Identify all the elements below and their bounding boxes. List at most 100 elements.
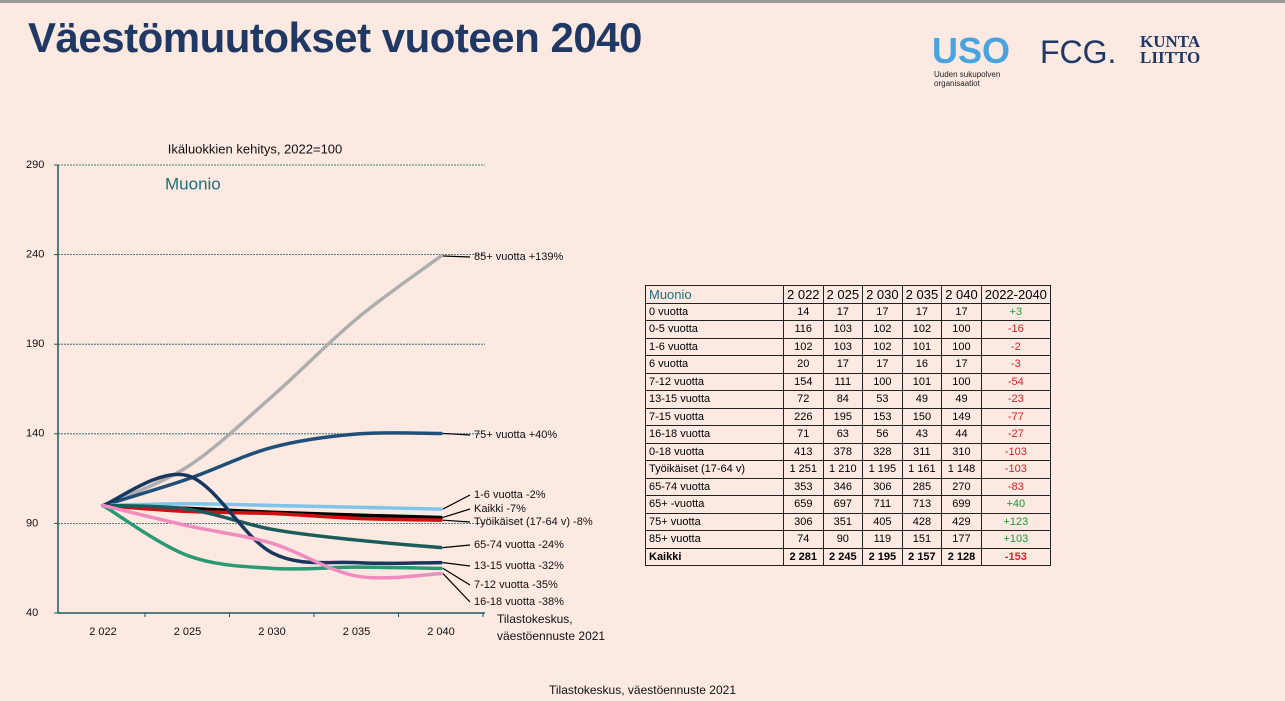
table-row: 0-5 vuotta 116 103 102 102 100 -16 <box>645 320 1051 339</box>
table-row: 16-18 vuotta 71 63 56 43 44 -27 <box>645 425 1051 444</box>
table-cell: 2 157 <box>901 547 943 566</box>
table-cell: 17 <box>822 355 864 374</box>
table-cell: 63 <box>822 425 864 444</box>
table-cell: 428 <box>901 512 943 531</box>
table-row: 0-18 vuotta 413 378 328 311 310 -103 <box>645 442 1051 461</box>
table-cell: 2 128 <box>941 547 982 566</box>
series-label: 75+ vuotta +40% <box>474 429 557 441</box>
table-cell: 306 <box>862 477 903 496</box>
table-cell: 1 195 <box>862 460 903 479</box>
table-cell: 2022-2040 <box>980 285 1051 304</box>
table-cell: 149 <box>941 407 982 426</box>
table-row: 0 vuotta 14 17 17 17 17 +3 <box>645 302 1051 321</box>
table-cell: 2 030 <box>862 285 903 304</box>
table-cell: 6 vuotta <box>645 355 784 374</box>
leader-line <box>442 544 471 549</box>
footer: Tilastokeskus, väestöennuste 2021 <box>548 683 736 697</box>
table-cell: 150 <box>901 407 943 426</box>
table-cell: 328 <box>862 442 903 461</box>
table-cell: Työikäiset (17-64 v) <box>645 460 784 479</box>
leader-line <box>442 494 471 510</box>
table-cell: 310 <box>941 442 982 461</box>
series-label: 1-6 vuotta -2% <box>474 489 546 501</box>
table-cell: 697 <box>822 495 864 514</box>
table-cell: 102 <box>783 337 824 356</box>
table-cell: 405 <box>862 512 903 531</box>
table-cell: Kaikki <box>645 547 784 566</box>
table-cell: 103 <box>822 320 864 339</box>
table-cell: 90 <box>822 530 864 549</box>
table-cell: 1 148 <box>941 460 982 479</box>
table-cell: 49 <box>941 390 982 409</box>
table-cell: Muonio <box>645 285 784 304</box>
table-cell: 226 <box>783 407 824 426</box>
table-cell: 713 <box>901 495 943 514</box>
table-cell: 378 <box>822 442 864 461</box>
table-cell: 177 <box>941 530 982 549</box>
table-cell: -16 <box>980 320 1051 339</box>
series-line <box>101 503 443 580</box>
table-cell: 285 <box>901 477 943 496</box>
table-cell: 413 <box>783 442 824 461</box>
series-label: 85+ vuotta +139% <box>474 251 564 263</box>
table-row: 75+ vuotta 306 351 405 428 429 +123 <box>645 512 1051 531</box>
table-cell: 17 <box>941 355 982 374</box>
table-cell: 111 <box>822 372 864 391</box>
table-cell: 270 <box>941 477 982 496</box>
x-tick-label: 2 025 <box>174 626 202 638</box>
table-row: 7-12 vuotta 154 111 100 101 100 -54 <box>645 372 1051 391</box>
table-cell: 116 <box>783 320 824 339</box>
table-cell: 0-18 vuotta <box>645 442 784 461</box>
table-cell: -83 <box>980 477 1051 496</box>
leader-line <box>442 432 471 436</box>
leader-line <box>442 508 471 519</box>
table-cell: 119 <box>862 530 903 549</box>
table-row: 65+ -vuotta 659 697 711 713 699 +40 <box>645 495 1051 514</box>
table-row: Työikäiset (17-64 v) 1 251 1 210 1 195 1 161… <box>645 460 1051 479</box>
table-cell: 353 <box>783 477 824 496</box>
table-cell: 56 <box>862 425 903 444</box>
series-label: 7-12 vuotta -35% <box>474 579 558 591</box>
table-cell: +103 <box>980 530 1051 549</box>
table-cell: 74 <box>783 530 824 549</box>
table-cell: 75+ vuotta <box>645 512 784 531</box>
table-cell: 43 <box>901 425 943 444</box>
table-cell: 7-15 vuotta <box>645 407 784 426</box>
table-cell: 2 195 <box>862 547 903 566</box>
table-row: 85+ vuotta 74 90 119 151 177 +103 <box>645 530 1051 549</box>
logo-uso-subtitle: Uuden sukupolven organisaatiot <box>934 70 1001 88</box>
table-cell: 100 <box>941 320 982 339</box>
table-cell: 151 <box>901 530 943 549</box>
series-line <box>101 254 443 508</box>
y-tick-label: 240 <box>26 249 44 261</box>
series-label: 16-18 vuotta -38% <box>474 596 564 608</box>
table-cell: 100 <box>862 372 903 391</box>
y-tick-label: 190 <box>26 338 44 350</box>
slide-title: Väestömuutokset vuoteen 2040 <box>28 14 642 61</box>
series-line <box>101 503 443 522</box>
leader-line <box>442 562 471 567</box>
table-row: 13-15 vuotta 72 84 53 49 49 -23 <box>645 390 1051 409</box>
series-line <box>101 501 443 511</box>
table-cell: -3 <box>980 355 1051 374</box>
table-cell: 101 <box>901 372 943 391</box>
table-cell: +123 <box>980 512 1051 531</box>
table-cell: 1-6 vuotta <box>645 337 784 356</box>
table-row: Muonio 2 022 2 025 2 030 2 035 2 040 2022-2040 <box>645 285 1051 304</box>
table-cell: 100 <box>941 337 982 356</box>
table-cell: 100 <box>941 372 982 391</box>
table-cell: 429 <box>941 512 982 531</box>
series-line <box>101 503 443 550</box>
logo-uso: USO <box>932 30 1011 71</box>
table-cell: 102 <box>862 320 903 339</box>
table-cell: 17 <box>901 302 943 321</box>
top-border <box>0 0 1285 3</box>
table-cell: 659 <box>783 495 824 514</box>
table-row: 65-74 vuotta 353 346 306 285 270 -83 <box>645 477 1051 496</box>
y-tick-label: 40 <box>26 607 38 619</box>
leader-line <box>442 567 471 586</box>
table-row: 1-6 vuotta 102 103 102 101 100 -2 <box>645 337 1051 356</box>
table-cell: +40 <box>980 495 1051 514</box>
table-cell: 53 <box>862 390 903 409</box>
logo-fcg: FCG. <box>1040 34 1117 70</box>
